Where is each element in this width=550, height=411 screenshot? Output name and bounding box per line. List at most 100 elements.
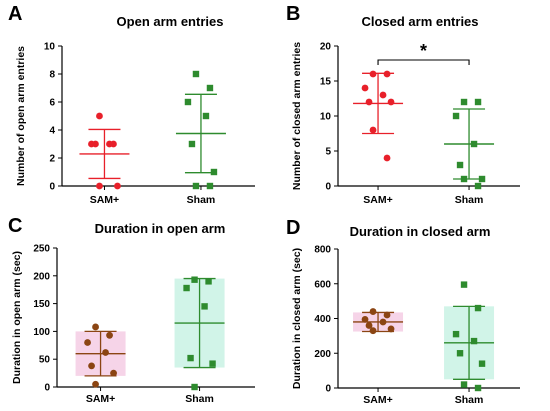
data-point (202, 112, 210, 120)
data-point (369, 308, 377, 315)
y-tick-label: 10 (320, 112, 332, 123)
chart-title: Closed arm entries (361, 14, 478, 29)
data-point (92, 140, 99, 148)
y-tick-label: 10 (44, 42, 56, 53)
panel-b: B Closed arm entries Number of closed arm … (286, 3, 520, 206)
data-point (365, 98, 373, 106)
data-point (383, 154, 391, 162)
y-axis-label: Number of closed arm entries (291, 42, 303, 190)
chart-title: Open arm entries (117, 14, 224, 29)
x-category-label: SAM+ (90, 194, 119, 206)
x-category-label: SAM+ (363, 394, 392, 406)
y-axis-label: Number of open arm entries (15, 46, 27, 186)
data-point (474, 182, 482, 190)
x-category-label: SAM+ (363, 194, 392, 206)
significance-bracket (377, 59, 470, 65)
y-tick-label: 15 (320, 77, 332, 88)
data-point (184, 98, 192, 106)
y-tick-label: 0 (49, 182, 55, 193)
data-point (84, 339, 91, 346)
data-point (209, 360, 216, 367)
data-point (460, 98, 468, 106)
data-point (110, 369, 117, 377)
data-point (369, 126, 377, 134)
data-point (470, 337, 478, 345)
data-point (452, 330, 460, 338)
data-point (210, 168, 218, 176)
y-tick-label: 200 (314, 349, 331, 360)
data-point (369, 327, 377, 335)
y-tick-label: 8 (49, 70, 55, 81)
data-point (96, 182, 103, 190)
y-axis-label: Duration in open arm (sec) (11, 251, 23, 384)
y-tick-label: 0 (325, 384, 331, 395)
data-point (470, 140, 478, 148)
data-point (460, 381, 468, 388)
data-point (88, 362, 95, 370)
y-tick-label: 150 (33, 299, 50, 310)
y-tick-label: 250 (33, 244, 50, 255)
data-point (361, 84, 369, 92)
x-category-label: Sham (455, 394, 484, 406)
panel-c: C Duration in open arm Duration in open ar… (8, 215, 255, 405)
data-point (206, 84, 214, 92)
data-point (365, 322, 373, 329)
y-tick-label: 20 (320, 42, 332, 53)
y-tick-label: 50 (39, 355, 51, 366)
data-point (460, 281, 468, 288)
y-tick-label: 200 (33, 271, 50, 282)
data-point (387, 98, 395, 106)
data-point (474, 98, 482, 106)
x-category-label: Sham (455, 194, 484, 206)
panel-letter: B (286, 3, 300, 25)
data-point (102, 349, 109, 356)
chart-title: Duration in closed arm (350, 224, 491, 239)
y-tick-label: 6 (49, 98, 55, 109)
data-point (92, 380, 99, 388)
data-point (478, 175, 486, 183)
data-point (460, 175, 468, 183)
significance-label: * (420, 41, 427, 61)
y-tick-label: 400 (314, 314, 331, 325)
y-axis-label: Duration in closed arm (sec) (291, 248, 303, 389)
data-point (92, 323, 99, 331)
y-tick-label: 800 (314, 245, 331, 256)
data-point (96, 112, 103, 120)
data-point (383, 311, 391, 319)
data-point (192, 70, 200, 78)
x-category-label: SAM+ (86, 393, 115, 405)
data-point (369, 70, 377, 78)
y-tick-label: 2 (49, 154, 55, 165)
data-point (379, 318, 387, 326)
data-point (474, 304, 482, 312)
data-point (379, 91, 387, 99)
data-point (191, 383, 198, 391)
data-point (114, 182, 121, 190)
panel-a: A Open arm entries Number of open arm entr… (8, 3, 255, 206)
data-point (474, 384, 482, 392)
x-category-label: Sham (185, 393, 214, 405)
data-point (106, 140, 113, 148)
data-point (201, 303, 208, 310)
data-point (106, 331, 113, 339)
panel-letter: C (8, 215, 22, 237)
y-tick-label: 100 (33, 327, 50, 338)
panel-d: D Duration in closed arm Duration in close… (286, 217, 520, 406)
x-category-label: Sham (187, 194, 216, 206)
y-tick-label: 600 (314, 279, 331, 290)
y-tick-label: 5 (325, 147, 331, 158)
data-point (188, 140, 196, 148)
data-point (187, 354, 194, 362)
y-tick-label: 0 (325, 182, 331, 193)
data-point (452, 112, 460, 120)
data-point (361, 315, 369, 323)
data-point (205, 278, 212, 285)
data-point (183, 284, 190, 292)
data-point (456, 161, 464, 169)
data-point (192, 182, 200, 190)
data-point (206, 182, 214, 190)
data-point (478, 360, 486, 367)
data-point (456, 350, 464, 357)
data-point (191, 276, 198, 283)
